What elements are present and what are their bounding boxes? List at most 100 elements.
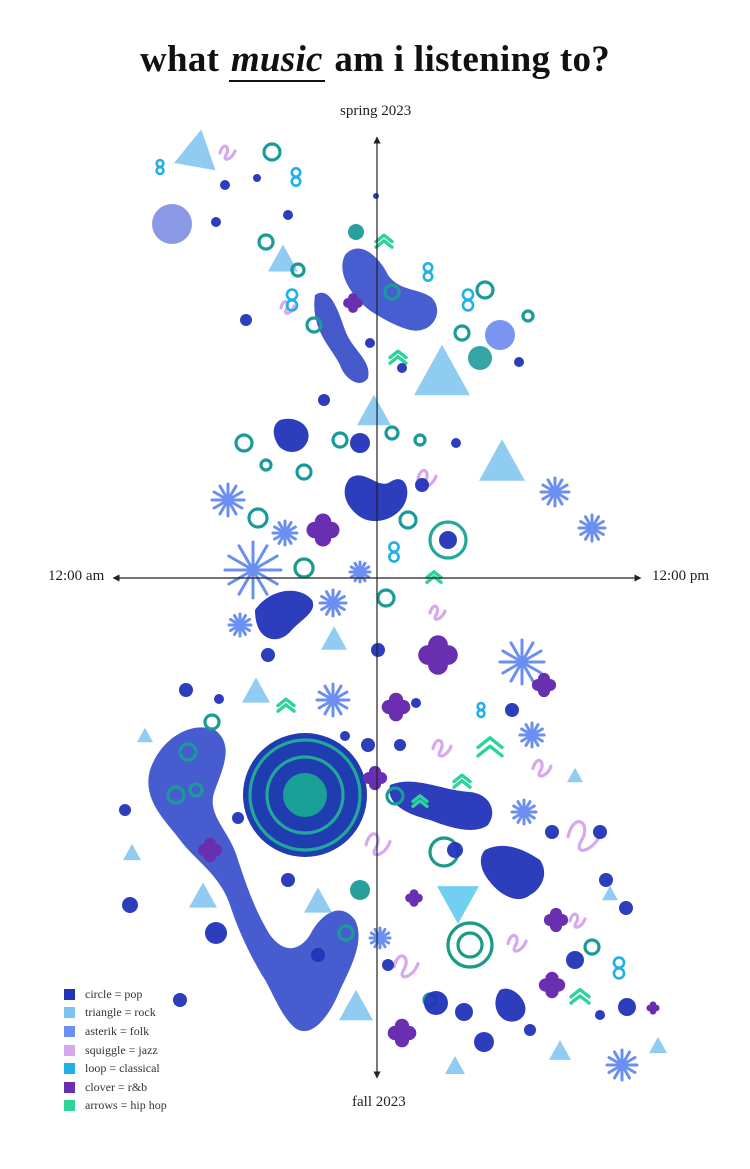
pop-circle-mark	[619, 901, 633, 915]
classical-loop-mark	[385, 786, 405, 806]
classical-loop-mark	[257, 233, 275, 251]
folk-asterisk-mark	[318, 588, 348, 618]
pop-circle-mark	[514, 357, 524, 367]
legend-swatch-loop	[64, 1063, 75, 1075]
folk-asterisk-mark	[605, 1048, 639, 1082]
rnb-clover-mark	[387, 1025, 402, 1041]
folk-asterisk-mark	[518, 721, 546, 749]
classical-loop-mark	[305, 316, 323, 334]
pop-circle-mark	[545, 825, 559, 839]
classical-loop-mark	[285, 288, 299, 301]
classical-loop-mark	[476, 708, 486, 719]
classical-loop-mark	[461, 288, 475, 301]
folk-asterisk-mark	[223, 540, 283, 600]
rock-triangle-mark	[414, 344, 470, 396]
classical-loop-mark	[290, 176, 302, 188]
legend-label: squiggle = jazz	[85, 1042, 158, 1057]
jazz-squiggle-mark	[531, 758, 553, 778]
axis-label-right: 12:00 pm	[652, 568, 710, 584]
pop-circle-mark	[122, 897, 138, 913]
pop-blob-mark	[342, 248, 438, 331]
classical-loop-mark	[166, 785, 186, 805]
rnb-clover-mark	[646, 1004, 653, 1012]
hiphop-arrows-mark	[476, 736, 504, 758]
pop-circle-mark	[361, 738, 375, 752]
pop-blob-mark	[495, 988, 526, 1022]
pop-circle-mark	[424, 991, 448, 1015]
marks-layer	[119, 129, 667, 1082]
classical-loop-mark	[456, 931, 484, 959]
pop-circle-mark	[382, 959, 394, 971]
rnb-clover-mark	[405, 893, 414, 903]
classical-loop-mark	[376, 588, 396, 608]
jazz-squiggle-mark	[392, 954, 420, 979]
classical-loop-mark	[476, 701, 486, 712]
title-post: am i listening to?	[324, 39, 611, 80]
classical-loop-mark	[234, 433, 254, 453]
pop-circle-mark	[350, 433, 370, 453]
pop-blob-mark	[314, 292, 369, 383]
pop-circle-mark	[618, 998, 636, 1016]
rnb-clover-mark	[197, 843, 210, 857]
classical-loop-mark	[446, 921, 494, 969]
pop-circle-mark	[283, 210, 293, 220]
rock-triangle-mark	[479, 439, 525, 481]
classical-loop-mark	[290, 167, 302, 179]
rock-triangle-mark	[445, 1056, 465, 1074]
classical-loop-mark	[521, 309, 535, 323]
classical-loop-mark	[453, 324, 471, 342]
rock-triangle-mark	[339, 989, 373, 1021]
pop-blob-mark	[148, 727, 359, 1032]
folk-asterisk-mark	[577, 513, 607, 543]
pop-circle-mark	[447, 842, 463, 858]
axis-label-bottom: fall 2023	[352, 1094, 406, 1110]
folk-asterisk-mark	[271, 519, 299, 547]
classical-loop-mark	[337, 924, 355, 942]
classical-loop-mark	[155, 165, 165, 176]
legend-label: circle = pop	[85, 986, 143, 1001]
rock-triangle-mark	[602, 885, 618, 901]
classical-loop-mark	[259, 458, 273, 472]
pop-circle-mark	[474, 1032, 494, 1052]
classical-loop-mark	[383, 283, 401, 301]
classical-loop-mark	[178, 742, 198, 762]
jazz-squiggle-mark	[364, 832, 392, 857]
jazz-squiggle-mark	[566, 820, 603, 852]
classical-loop-mark	[247, 507, 269, 529]
jazz-squiggle-mark	[431, 738, 453, 758]
legend-swatch-asterisk	[64, 1025, 75, 1037]
folk-asterisk-mark	[510, 798, 538, 826]
classical-loop-mark	[461, 299, 475, 312]
pop-blob-mark	[480, 845, 545, 900]
pop-circle-mark	[220, 180, 230, 190]
rnb-clover-mark	[306, 521, 323, 539]
legend-label: clover = r&b	[85, 1079, 148, 1094]
pop-circle-mark	[240, 314, 252, 326]
hiphop-arrows-mark	[569, 987, 591, 1005]
axis-label-top: spring 2023	[340, 103, 412, 119]
classical-loop-mark	[384, 425, 400, 441]
hiphop-arrows-mark	[276, 697, 296, 713]
pop-circle-mark	[348, 224, 364, 240]
hiphop-arrows-mark	[452, 773, 472, 789]
legend-label: triangle = rock	[85, 1005, 156, 1020]
pop-circle-mark	[318, 394, 330, 406]
pop-blob-mark	[344, 475, 408, 522]
folk-asterisk-mark	[315, 682, 351, 718]
folk-asterisk-mark	[210, 482, 246, 518]
rock-triangle-mark	[649, 1036, 667, 1054]
legend-swatch-squiggle	[64, 1044, 75, 1056]
pop-circle-mark	[119, 804, 131, 816]
pop-circle-mark	[397, 363, 407, 373]
rnb-clover-mark	[538, 978, 553, 992]
pop-circle-mark	[595, 1010, 605, 1020]
folk-asterisk-mark	[227, 612, 253, 638]
classical-loop-mark	[612, 967, 626, 980]
classical-loop-mark	[248, 738, 362, 852]
pop-circle-mark	[311, 948, 325, 962]
rock-triangle-mark	[321, 626, 347, 650]
legend-item-loop: loop = classical	[64, 1059, 167, 1078]
rock-triangle-mark	[268, 244, 298, 272]
classical-loop-mark	[290, 262, 306, 278]
